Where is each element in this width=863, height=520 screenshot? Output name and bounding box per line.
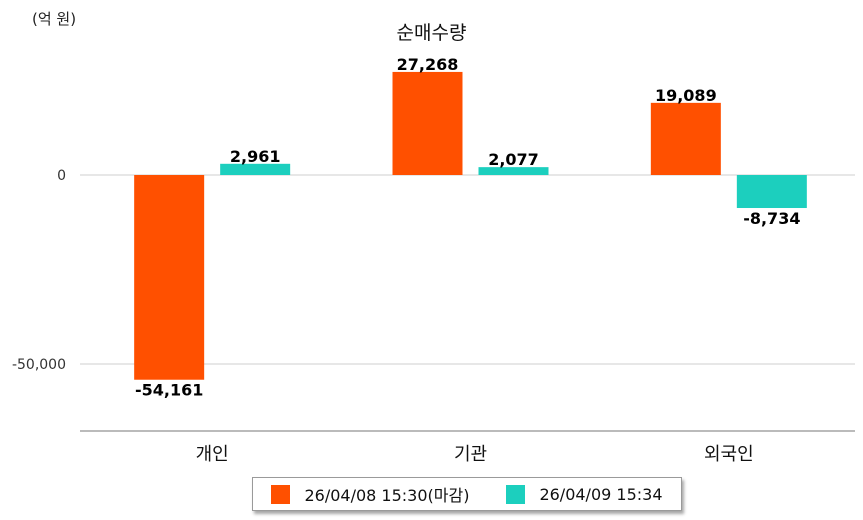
legend-label-series-2: 26/04/09 15:34 bbox=[539, 484, 663, 504]
bar[interactable] bbox=[478, 167, 549, 175]
data-label: 27,268 bbox=[397, 55, 459, 74]
chart-title: 순매수량 bbox=[396, 22, 467, 44]
y-tick-label: -50,000 bbox=[12, 357, 66, 373]
unit-label: (억 원) bbox=[32, 10, 77, 28]
bar[interactable] bbox=[220, 163, 291, 175]
bar[interactable] bbox=[650, 102, 721, 175]
legend: 26/04/08 15:30(마감) 26/04/09 15:34 bbox=[252, 477, 682, 511]
data-label: -54,161 bbox=[135, 381, 203, 400]
legend-swatch-series-2 bbox=[506, 484, 526, 504]
bar[interactable] bbox=[134, 175, 205, 380]
x-tick-label: 개인 bbox=[196, 444, 229, 465]
x-tick-label: 외국인 bbox=[704, 444, 754, 465]
data-label: 2,961 bbox=[230, 147, 281, 166]
data-label: 2,077 bbox=[488, 150, 539, 169]
y-tick-label: 0 bbox=[57, 168, 66, 184]
legend-swatch-series-1 bbox=[271, 484, 291, 504]
bar[interactable] bbox=[392, 71, 463, 175]
legend-item-series-1[interactable]: 26/04/08 15:30(마감) bbox=[271, 482, 469, 506]
x-tick-label: 기관 bbox=[454, 444, 487, 465]
data-label: -8,734 bbox=[743, 209, 800, 228]
legend-item-series-2[interactable]: 26/04/09 15:34 bbox=[506, 484, 663, 504]
legend-label-series-1: 26/04/08 15:30(마감) bbox=[304, 486, 470, 505]
data-label: 19,089 bbox=[655, 86, 717, 105]
bar[interactable] bbox=[736, 175, 807, 209]
